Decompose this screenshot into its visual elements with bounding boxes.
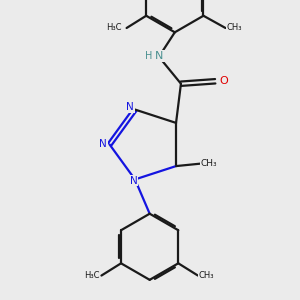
Text: CH₃: CH₃ bbox=[226, 23, 242, 32]
Text: CH₃: CH₃ bbox=[201, 159, 218, 168]
Text: N: N bbox=[130, 176, 138, 186]
Text: N: N bbox=[155, 51, 164, 61]
Text: CH₃: CH₃ bbox=[199, 271, 214, 280]
Text: H₃C: H₃C bbox=[106, 23, 122, 32]
Text: N: N bbox=[126, 102, 134, 112]
Text: H: H bbox=[145, 51, 152, 61]
Text: O: O bbox=[219, 76, 228, 86]
Text: N: N bbox=[99, 140, 107, 149]
Text: H₃C: H₃C bbox=[84, 271, 99, 280]
